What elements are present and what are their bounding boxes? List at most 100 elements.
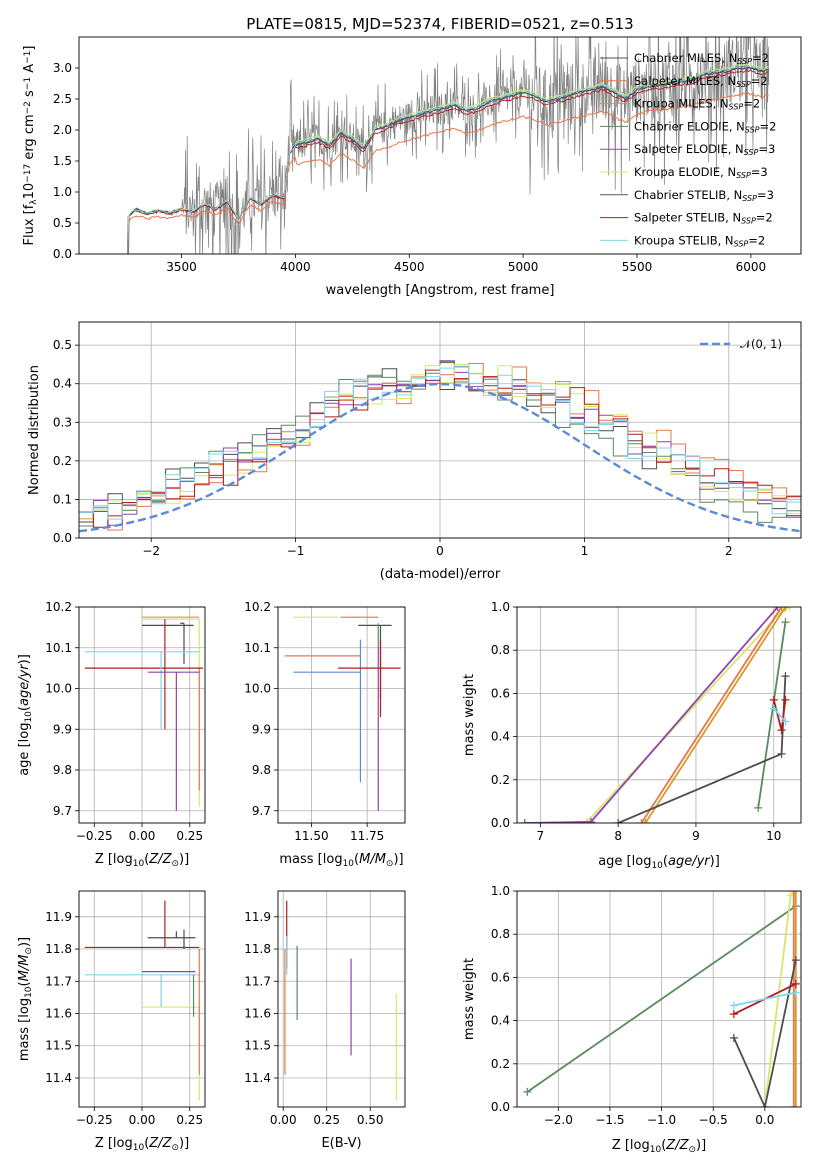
label-part: (	[661, 1138, 666, 1153]
label-part: Z/Z	[665, 1138, 689, 1153]
x-tick-label: 8	[614, 829, 622, 843]
y-tick-label: 9.8	[53, 763, 72, 777]
legend-subscript: SSP	[744, 149, 759, 158]
label-part: )]	[179, 1136, 189, 1151]
x-tick-label: −2	[142, 544, 160, 558]
x-tick-label: −1	[287, 544, 305, 558]
x-tick-label: 0.0	[755, 1113, 774, 1127]
weight-marker	[781, 672, 790, 681]
label-part: ⊙	[24, 947, 34, 955]
y-tick-label: 0.5	[53, 216, 72, 230]
plot-area-z_weight	[517, 891, 801, 1107]
label-part: )]	[17, 654, 32, 664]
axes-frame	[78, 321, 802, 539]
legend-label: Chabrier STELIB, NSSP=3	[634, 188, 774, 203]
x-tick-label: 3500	[166, 260, 197, 274]
y-tick-label: 9.9	[53, 722, 72, 736]
legend-label: Kroupa STELIB, NSSP=2	[634, 233, 765, 248]
x-tick-label: 0.25	[313, 1113, 340, 1127]
y-tick-label: 0.2	[491, 1057, 510, 1071]
legend-label: Kroupa ELODIE, NSSP=3	[634, 165, 768, 180]
plot-area-mass_age	[278, 607, 405, 823]
label-part: λ	[29, 199, 39, 205]
axes-frame	[78, 890, 206, 1108]
legend-suffix: =2	[751, 74, 768, 88]
y-tick-label: 1.0	[491, 600, 510, 614]
axes-frame	[277, 890, 406, 1108]
legend-suffix: =3	[757, 188, 774, 202]
weight-marker	[789, 891, 798, 895]
label-part: erg cm	[22, 114, 37, 163]
y-axis-label: mass weight	[462, 958, 477, 1040]
label-part: A	[22, 64, 37, 77]
x-tick-label: 4000	[280, 260, 311, 274]
label-part: (	[663, 854, 668, 869]
y-tick-label: 10.2	[244, 600, 271, 614]
y-tick-label: 0.0	[491, 816, 510, 830]
weight-line-salpeter_elodie	[524, 607, 779, 823]
weight-marker	[729, 1010, 738, 1019]
label-part: 10	[133, 859, 145, 869]
legend-suffix: =3	[758, 142, 775, 156]
x-tick-label: 6000	[736, 260, 767, 274]
legend-label: Kroupa MILES, NSSP=2	[634, 97, 760, 112]
weight-marker	[777, 749, 786, 758]
axes-z_age: −0.25 0.00 0.25 9.7 9.8 9.9 10.0 10.1 10.2 Z [log…	[17, 600, 206, 869]
weight-line-chabrier_miles	[733, 959, 797, 1107]
label-part: Z/Z	[148, 852, 172, 867]
y-tick-label: 0.8	[491, 927, 510, 941]
weight-marker	[781, 695, 790, 704]
y-tick-label: 10.1	[244, 641, 271, 655]
legend-text: Kroupa ELODIE, N	[634, 165, 736, 179]
x-tick-label: −0.5	[699, 1113, 728, 1127]
figure-title: PLATE=0815, MJD=52374, FIBERID=0521, z=0…	[246, 15, 633, 33]
y-tick-label: 11.4	[244, 1071, 271, 1085]
y-tick-label: 10.0	[244, 682, 271, 696]
label-part: )]	[393, 852, 403, 867]
axes-spectrum: 3500 4000 4500 5000 5500 6000 0.0 0.5 1.0 1.5 2.0 2…	[22, 36, 802, 298]
weight-marker	[781, 618, 790, 627]
label-part: 10	[133, 1143, 145, 1153]
label-part: Z [log	[612, 1138, 650, 1153]
y-tick-label: 0.4	[53, 377, 72, 391]
x-axis-label: age [log10(age/yr)]	[598, 854, 720, 871]
y-tick-label: 11.7	[45, 974, 72, 988]
weight-marker	[729, 1033, 738, 1042]
y-tick-label: 1.0	[491, 884, 510, 898]
weight-marker	[769, 695, 778, 704]
x-tick-label: 7	[537, 829, 545, 843]
normal-curve	[79, 382, 801, 533]
weight-marker	[781, 717, 790, 726]
y-tick-label: 0.2	[491, 773, 510, 787]
y-tick-label: 0.1	[53, 492, 72, 506]
weight-marker	[791, 1103, 800, 1107]
x-tick-label: 4500	[394, 260, 425, 274]
y-tick-label: 2.0	[53, 123, 72, 137]
legend-text: Chabrier MILES, N	[634, 51, 737, 65]
x-tick-label: 10	[766, 829, 781, 843]
x-tick-label: 0.25	[176, 829, 203, 843]
y-tick-label: 0.6	[491, 686, 510, 700]
x-tick-label: 9	[692, 829, 700, 843]
y-tick-label: 0.4	[491, 1014, 510, 1028]
x-axis-label: Z [log10(Z/Z⊙)]	[612, 1138, 706, 1155]
weight-marker	[781, 607, 790, 611]
axes-ebv_mass: 0.00 0.25 0.50 11.4 11.5 11.6 11.7 11.8 11.9 E(B-…	[244, 890, 406, 1151]
y-tick-label: 11.5	[45, 1039, 72, 1053]
label-part: (	[144, 852, 149, 867]
plot-area-age_weight	[517, 607, 801, 823]
weight-marker	[637, 819, 646, 823]
label-part: 10	[343, 859, 355, 869]
legend-suffix: =3	[751, 165, 768, 179]
x-axis-label: (data-model)/error	[380, 567, 501, 582]
plot-layer: 3500 4000 4500 5000 5500 6000 0.0 0.5 1.0 1.5 2.0 2…	[17, 36, 802, 1155]
y-tick-label: 10.0	[45, 682, 72, 696]
y-tick-label: 1.5	[53, 154, 72, 168]
legend-text: Salpeter ELODIE, N	[634, 142, 744, 156]
label-part: (	[17, 981, 32, 986]
y-tick-label: 0.0	[53, 531, 72, 545]
weight-marker	[789, 1103, 798, 1107]
legend-text: Salpeter MILES, N	[634, 74, 736, 88]
x-tick-label: 11.50	[294, 829, 328, 843]
label-part: 10	[22, 183, 37, 200]
